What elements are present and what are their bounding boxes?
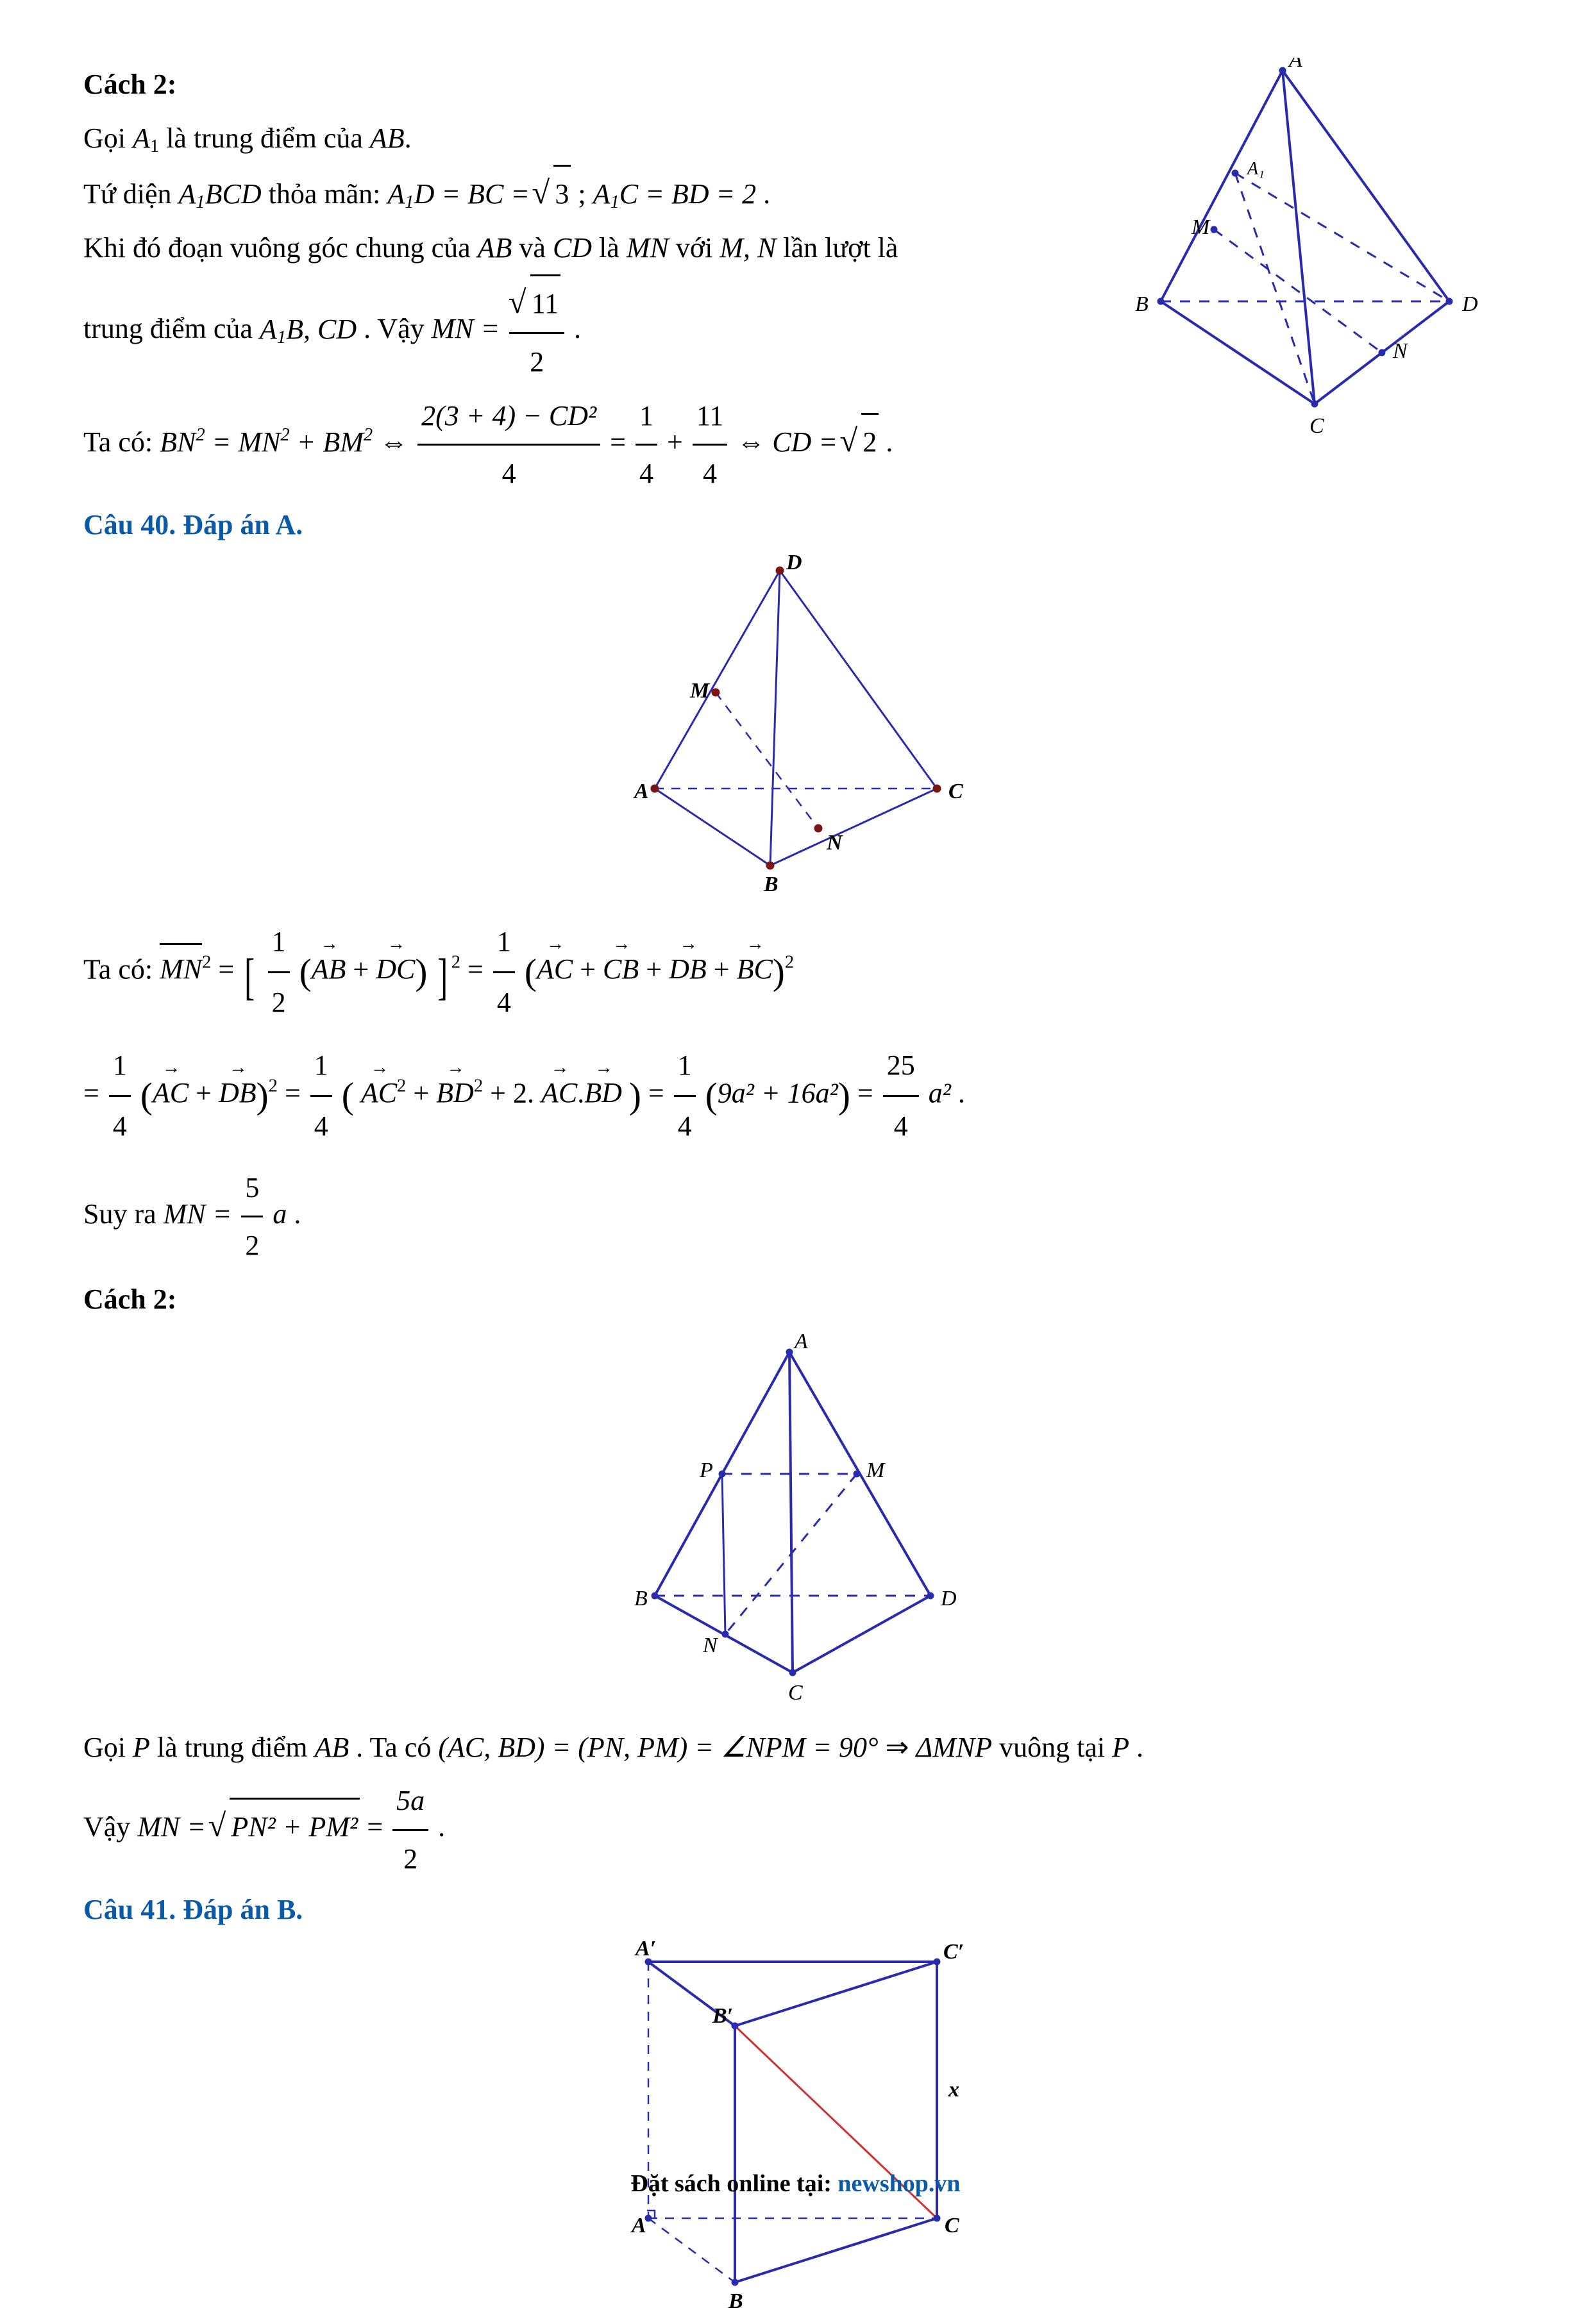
figure-4: A′ C′ B′ A C B x bbox=[83, 1936, 1508, 2324]
svg-text:B: B bbox=[763, 873, 779, 896]
svg-text:P: P bbox=[699, 1459, 713, 1482]
sec2-heading: Cách 2: bbox=[83, 1273, 1508, 1326]
footer-link[interactable]: newshop.vn bbox=[838, 2170, 960, 2197]
svg-text:x: x bbox=[948, 2078, 959, 2102]
fig1-lbl-A: A bbox=[1288, 58, 1302, 72]
sec2-line1: Ta có: MN2 = [ 12 (AB + DC) ]2 = 14 (AC … bbox=[83, 914, 1508, 1031]
svg-text:C: C bbox=[948, 780, 963, 803]
footer: Đặt sách online tại: newshop.vn bbox=[0, 2169, 1591, 2198]
svg-text:B′: B′ bbox=[712, 2004, 733, 2028]
footer-lead: Đặt sách online tại: bbox=[630, 2170, 838, 2197]
figure-3: A P M B D C N bbox=[83, 1333, 1508, 1708]
svg-text:N: N bbox=[826, 831, 843, 855]
fig1-lbl-D: D bbox=[1461, 292, 1478, 316]
answer-40: Câu 40. Đáp án A. bbox=[83, 508, 1058, 541]
sec1-heading: Cách 2: bbox=[83, 58, 1058, 112]
svg-text:M: M bbox=[866, 1459, 886, 1482]
svg-text:C: C bbox=[788, 1681, 803, 1705]
sec1-line4: trung điểm của A1B, CD . Vậy MN = 11 2 . bbox=[83, 274, 1058, 389]
sec2-line3: Suy ra MN = 52 a . bbox=[83, 1161, 1508, 1273]
heading-text: Cách 2 bbox=[83, 69, 167, 100]
svg-text:A′: A′ bbox=[634, 1937, 656, 1960]
svg-text:C′: C′ bbox=[943, 1940, 964, 1964]
sec1-line5: Ta có: BN2 = MN2 + BM2 ⇔ 2(3 + 4) − CD² … bbox=[83, 389, 1058, 501]
svg-text:D: D bbox=[940, 1587, 957, 1610]
sec2-line2: = 14 (AC + DB)2 = 14 ( AC2 + BD2 + 2. AC… bbox=[83, 1037, 1508, 1155]
sec1-line2: Tứ diện A1BCD thỏa mãn: A1D = BC = 3 ; A… bbox=[83, 165, 1058, 221]
svg-text:A: A bbox=[793, 1333, 808, 1353]
svg-text:M: M bbox=[689, 679, 711, 703]
svg-text:B: B bbox=[728, 2289, 743, 2313]
fig1-lbl-B: B bbox=[1135, 292, 1149, 316]
fig1-lbl-A1: A₁ bbox=[1246, 159, 1265, 179]
figure-2: D M A C B N bbox=[83, 551, 1508, 901]
svg-text:B: B bbox=[634, 1587, 648, 1610]
svg-text:C: C bbox=[945, 2214, 959, 2237]
svg-text:D: D bbox=[786, 551, 802, 574]
sec3-line1: Gọi P là trung điểm AB . Ta có (AC, BD) … bbox=[83, 1721, 1508, 1775]
sec1-line3: Khi đó đoạn vuông góc chung của AB và CD… bbox=[83, 221, 1058, 275]
svg-text:N: N bbox=[702, 1634, 719, 1657]
fig1-lbl-M: M bbox=[1191, 215, 1211, 239]
fig1-lbl-C: C bbox=[1309, 414, 1324, 438]
answer-41: Câu 41. Đáp án B. bbox=[83, 1893, 1508, 1926]
figure-1: A A₁ M B D C N bbox=[1058, 58, 1520, 446]
sec1-line1: Gọi A1 là trung điểm của AB. bbox=[83, 112, 1058, 165]
fig1-lbl-N: N bbox=[1392, 339, 1409, 363]
svg-text:A: A bbox=[630, 2214, 646, 2237]
svg-text:A: A bbox=[633, 780, 649, 803]
sec3-line2: Vậy MN = PN² + PM² = 5a2 . bbox=[83, 1774, 1508, 1885]
